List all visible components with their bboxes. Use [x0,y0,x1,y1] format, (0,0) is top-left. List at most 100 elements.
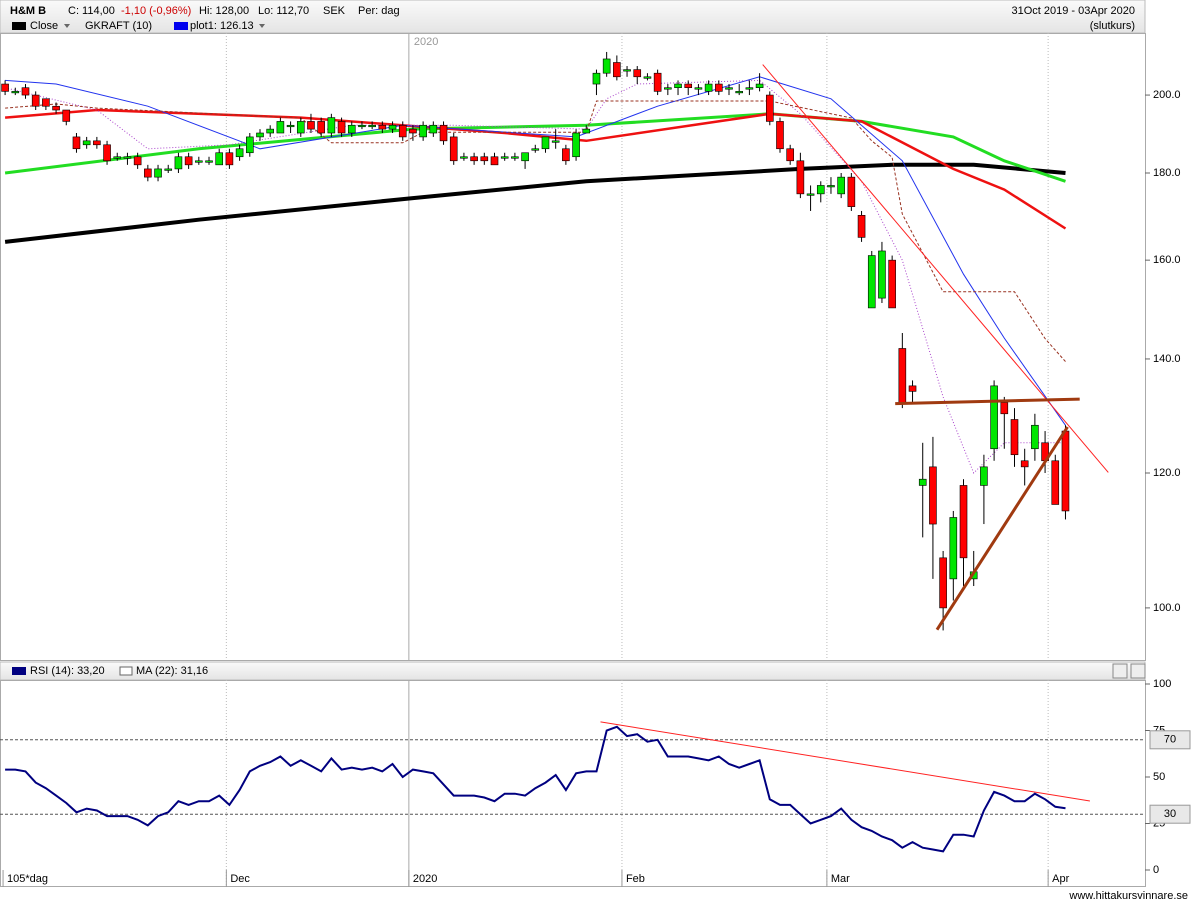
candle-body [653,72,662,92]
x-tick-label: Feb [626,873,645,885]
candle-body [133,156,142,166]
candle-body [898,348,907,403]
level-box [1149,730,1191,750]
candle-body [816,185,825,195]
y-tick-label: 160.0 [1153,254,1181,266]
candle-body [205,160,213,163]
rsi-line [5,725,1066,853]
y-tick-label: 0 [1153,864,1159,876]
candle-body [592,72,601,85]
symbol: H&M B [10,5,46,17]
candle-body [235,148,244,158]
y-tick-label: 200.0 [1153,89,1181,101]
candle-body [562,148,570,162]
candle-body [715,83,723,92]
candle-body [195,160,203,163]
candle-body [439,124,448,142]
date-range: 31Oct 2019 - 03Apr 2020 [1011,5,1135,17]
candle-body [470,156,478,162]
candle-body [21,87,30,96]
candle-body [409,128,417,134]
candle-body [215,152,224,166]
candle-body [531,148,540,151]
candle-body [857,215,866,238]
legend-entry[interactable]: Close [30,20,58,32]
candle-body [123,156,132,159]
candle-body [521,152,529,162]
candle-body [1061,430,1070,512]
candle-body [643,76,652,79]
candle-body [1031,424,1039,450]
dropdown-arrow[interactable] [64,24,70,28]
candle-body [276,121,285,134]
candle-body [827,185,835,188]
candle-body [347,124,356,134]
candle-body [72,136,81,150]
level-box [1149,804,1191,824]
legend-entry[interactable]: GKRAFT (10) [85,20,152,32]
trendline [762,64,1109,473]
candle-body [266,128,274,134]
candle-body [929,466,937,525]
candle-body [11,91,20,94]
moving-average [5,100,1066,362]
price-type: (slutkurs) [1090,20,1135,32]
legend-entry[interactable]: plot1: 126.13 [190,20,254,32]
candle-body [93,140,101,146]
candle-body [786,148,794,162]
candle-body [1010,419,1019,456]
candle-body [256,132,264,138]
candle-body [337,121,346,134]
candle-body [62,109,71,122]
candle-body [572,132,580,158]
candle-body [480,156,489,162]
y-tick-label: 140.0 [1153,353,1181,365]
candle-body [959,485,968,559]
footer: www.hittakursvinnare.se [1068,890,1188,902]
candle-body [1,83,9,92]
y-tick-label: 100.0 [1153,602,1181,614]
moving-average [5,76,1066,426]
candle-body [939,557,947,609]
x-tick-label: Mar [831,873,850,885]
candle-body [796,160,805,195]
moving-average [4,79,1066,474]
candle-body [613,62,621,78]
candle-body [52,105,60,111]
low-value: Lo: 112,70 [258,5,309,17]
candle-body [307,121,315,130]
candle-body [551,140,560,143]
candle-body [500,156,509,159]
candle-body [449,136,458,162]
candle-body [31,94,40,107]
candle-body [460,156,468,159]
candle-body [980,466,988,486]
candle-body [704,83,713,92]
candle-body [42,98,50,107]
x-tick-label: 105*dag [7,873,48,885]
y-tick-label: 50 [1153,771,1165,783]
tool-button[interactable] [1130,663,1146,679]
candle-body [368,124,376,128]
candle-body [296,121,305,134]
candle-body [949,517,958,580]
candle-body [837,176,845,195]
x-tick-label: Dec [230,873,250,885]
candle-body [1000,402,1009,415]
dropdown-arrow[interactable] [259,24,265,28]
tool-button[interactable] [1112,663,1128,679]
candle-body [990,385,998,450]
candle-body [82,140,91,146]
candle-body [144,168,152,178]
legend-swatch [12,667,26,675]
candle-body [633,69,642,78]
candle-body [184,156,193,166]
header-bar [0,0,1146,34]
candle-body [735,91,744,94]
candle-body [765,94,774,122]
high-value: Hi: 128,00 [199,5,249,17]
rsi-panel [0,680,1146,887]
candle-body [358,124,366,128]
candle-body [888,259,896,309]
